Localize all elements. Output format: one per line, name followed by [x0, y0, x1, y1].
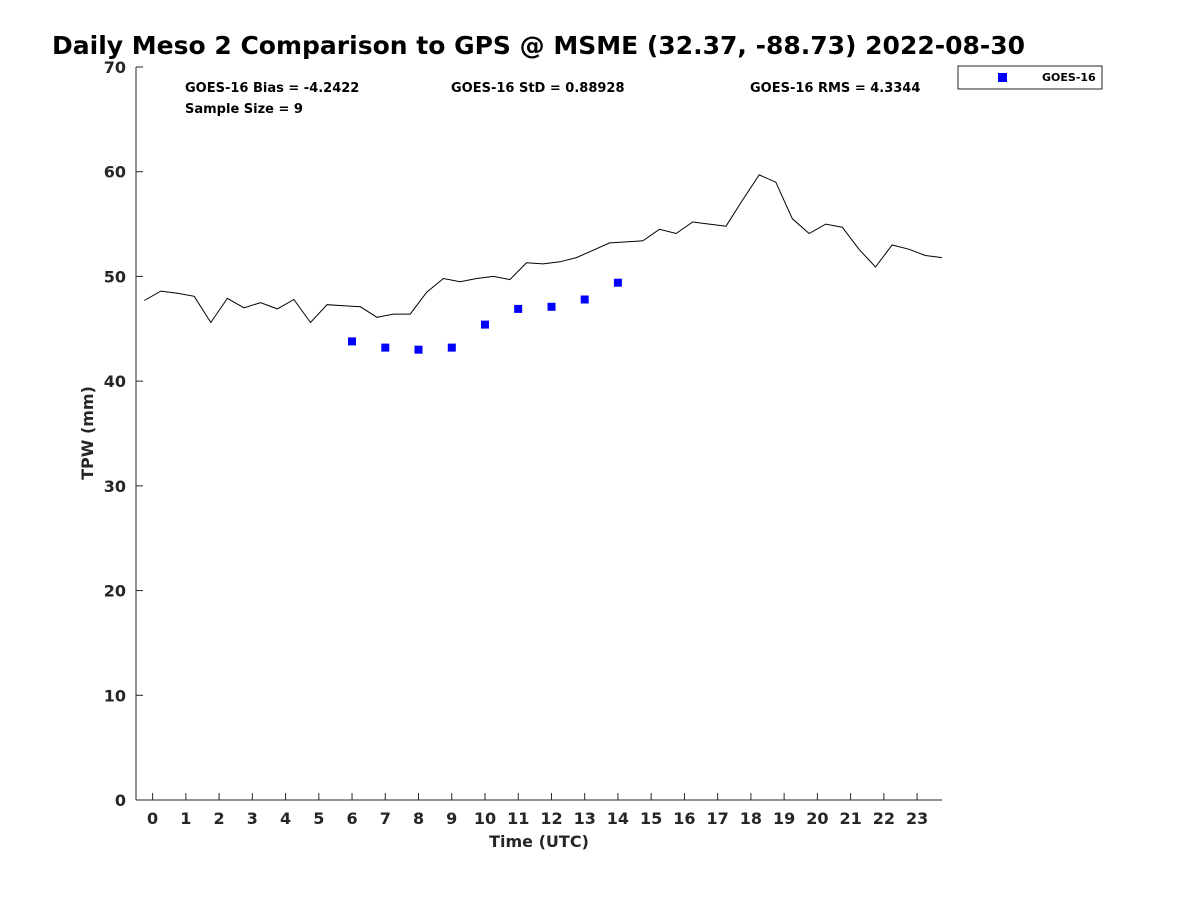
stat-bias: GOES-16 Bias = -4.2422 — [185, 81, 359, 96]
x-tick-label: 21 — [839, 809, 861, 828]
x-tick-label: 17 — [707, 809, 729, 828]
stat-sample-size: Sample Size = 9 — [185, 102, 303, 117]
x-tick-label: 9 — [446, 809, 457, 828]
x-tick-label: 8 — [413, 809, 424, 828]
y-tick-label: 40 — [104, 372, 126, 391]
y-tick-label: 0 — [115, 791, 126, 810]
x-tick-label: 14 — [607, 809, 629, 828]
x-tick-label: 15 — [640, 809, 662, 828]
x-axis-label: Time (UTC) — [489, 832, 589, 851]
chart-title: Daily Meso 2 Comparison to GPS @ MSME (3… — [52, 31, 1025, 60]
gps-tpw-line — [144, 174, 943, 324]
x-tick-label: 6 — [346, 809, 357, 828]
x-tick-label: 13 — [574, 809, 596, 828]
x-tick-label: 20 — [806, 809, 828, 828]
x-tick-label: 16 — [673, 809, 695, 828]
x-ticks: 0 1 2 3 4 5 6 7 8 9 10 11 12 13 14 15 16 17 18 19 20 21 22 23 — [147, 793, 928, 828]
x-tick-label: 11 — [507, 809, 529, 828]
x-tick-label: 19 — [773, 809, 795, 828]
legend-label-goes16: GOES-16 — [1042, 71, 1096, 84]
x-tick-label: 10 — [474, 809, 496, 828]
goes16-point — [481, 320, 489, 329]
goes16-point — [514, 304, 523, 313]
legend-marker-goes16 — [998, 73, 1007, 82]
y-tick-label: 20 — [104, 582, 126, 601]
goes16-point — [547, 302, 556, 311]
x-tick-label: 0 — [147, 809, 158, 828]
y-ticks: 0 10 20 30 40 50 60 70 — [104, 58, 143, 810]
legend-box — [957, 65, 1103, 90]
x-tick-label: 12 — [540, 809, 562, 828]
goes16-point — [613, 278, 622, 287]
stat-rms: GOES-16 RMS = 4.3344 — [750, 81, 920, 96]
x-tick-label: 1 — [180, 809, 191, 828]
x-tick-label: 5 — [313, 809, 324, 828]
series-layer — [144, 174, 943, 354]
y-axis-label: TPW (mm) — [78, 386, 97, 480]
stat-std: GOES-16 StD = 0.88928 — [451, 81, 625, 96]
x-tick-label: 4 — [280, 809, 291, 828]
x-tick-label: 22 — [873, 809, 895, 828]
goes16-point — [414, 345, 423, 354]
x-tick-label: 7 — [380, 809, 391, 828]
y-tick-label: 30 — [104, 477, 126, 496]
goes16-point — [447, 343, 456, 352]
goes16-point — [348, 337, 356, 346]
y-tick-label: 50 — [104, 267, 126, 286]
y-tick-label: 60 — [104, 163, 126, 182]
goes16-point — [580, 295, 589, 304]
x-tick-label: 3 — [247, 809, 258, 828]
goes16-point — [381, 343, 390, 352]
x-tick-label: 23 — [906, 809, 928, 828]
legend: GOES-16 — [957, 65, 1103, 90]
plot-area — [135, 67, 942, 801]
y-tick-label: 10 — [104, 686, 126, 705]
y-tick-label: 70 — [104, 58, 126, 77]
x-tick-label: 18 — [740, 809, 762, 828]
x-tick-label: 2 — [214, 809, 225, 828]
